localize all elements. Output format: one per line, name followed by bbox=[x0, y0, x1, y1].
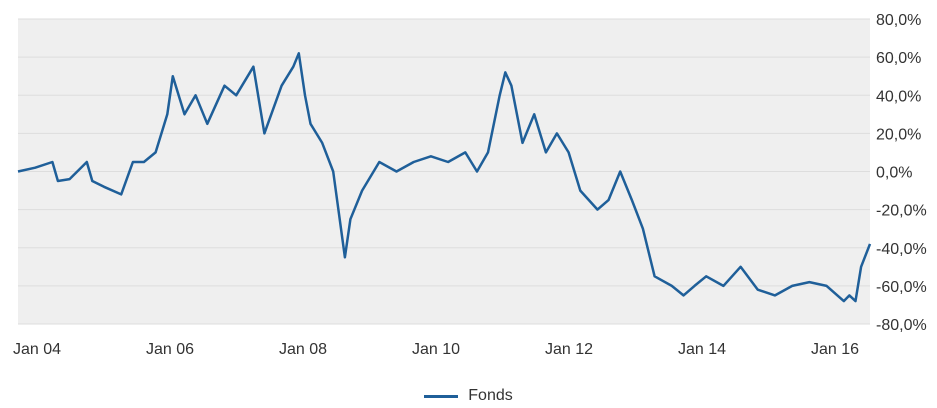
x-tick-label: Jan 04 bbox=[13, 341, 61, 358]
x-tick-label: Jan 16 bbox=[811, 341, 859, 358]
x-tick-label: Jan 08 bbox=[279, 341, 327, 358]
y-tick-label: 40,0% bbox=[876, 88, 921, 105]
x-tick-label: Jan 10 bbox=[412, 341, 460, 358]
legend-label: Fonds bbox=[468, 387, 513, 404]
y-axis-ticks: 80,0% 60,0% 40,0% 20,0% 0,0% -20,0% -40,0% -60,… bbox=[876, 12, 927, 334]
x-axis-ticks: Jan 04 Jan 06 Jan 08 Jan 10 Jan 12 Jan 14 Jan … bbox=[13, 341, 859, 358]
y-tick-label: 60,0% bbox=[876, 50, 921, 67]
y-tick-label: 20,0% bbox=[876, 126, 921, 143]
legend: Fonds bbox=[0, 384, 937, 408]
y-tick-label: -80,0% bbox=[876, 317, 927, 334]
y-tick-label: -40,0% bbox=[876, 241, 927, 258]
legend-swatch bbox=[424, 394, 459, 398]
series-line-fonds[interactable] bbox=[17, 52, 872, 303]
x-tick-label: Jan 14 bbox=[678, 341, 726, 358]
y-tick-label: 80,0% bbox=[876, 12, 921, 29]
gridlines bbox=[18, 18, 870, 325]
x-tick-label: Jan 12 bbox=[545, 341, 593, 358]
x-tick-label: Jan 06 bbox=[146, 341, 194, 358]
y-tick-label: -20,0% bbox=[876, 203, 927, 220]
y-tick-label: 0,0% bbox=[876, 165, 912, 182]
legend-item-fonds[interactable]: Fonds bbox=[424, 387, 513, 405]
y-tick-label: -60,0% bbox=[876, 279, 927, 296]
line-chart: 80,0% 60,0% 40,0% 20,0% 0,0% -20,0% -40,0% -60,… bbox=[13, 12, 927, 358]
